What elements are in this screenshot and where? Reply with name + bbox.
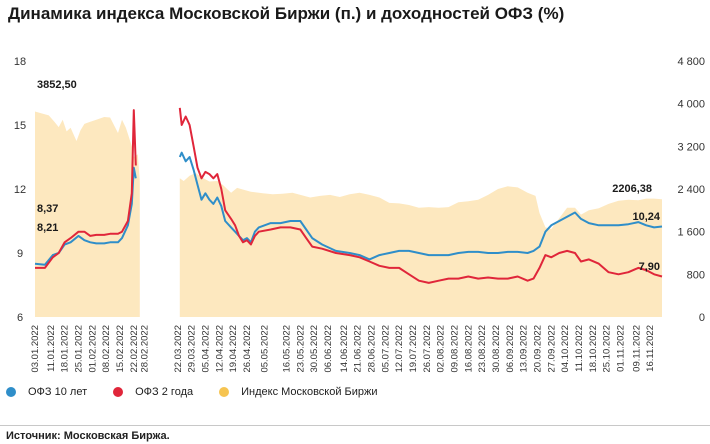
data-label-1: 8,37 [37,203,58,215]
legend-swatch-index [219,387,230,397]
x-axis-tick-25: 19.07.2022 [408,325,419,373]
x-axis-tick-15: 05.05.2022 [260,325,271,373]
chart-title: Динамика индекса Московской Биржи (п.) и… [8,4,565,23]
legend-label-index: Индекс Московской Биржи [241,386,378,398]
right-axis-tick-6: 4 800 [677,56,705,68]
left-axis-tick-4: 18 [14,56,26,68]
x-axis-tick-13: 19.04.2022 [228,325,239,373]
x-axis-tick-7: 22.02.2022 [129,325,140,373]
chart-legend: ОФЗ 10 лет ОФЗ 2 года Индекс Московской … [6,386,378,398]
x-axis-tick-35: 27.09.2022 [546,325,557,373]
x-axis-tick-26: 26.07.2022 [422,325,433,373]
x-axis-tick-37: 11.10.2022 [574,325,585,372]
x-axis-tick-3: 25.01.2022 [74,325,85,373]
x-axis-tick-29: 16.08.2022 [463,325,474,373]
legend-swatch-ofz10 [6,387,16,397]
data-label-3: 2206,38 [612,183,652,195]
x-axis-tick-11: 05.04.2022 [200,325,211,373]
legend-label-ofz2: ОФЗ 2 года [135,386,194,398]
legend-item-ofz2: ОФЗ 2 года [113,386,193,398]
x-axis-tick-12: 12.04.2022 [214,325,225,373]
x-axis-tick-27: 02.08.2022 [436,325,447,373]
x-axis-tick-24: 12.07.2022 [394,325,405,373]
ofz10-line-1 [178,151,663,261]
right-axis-tick-2: 1 600 [677,227,705,239]
data-label-5: 7,90 [639,261,660,273]
x-axis-tick-33: 13.09.2022 [519,325,530,373]
x-axis-tick-8: 28.02.2022 [139,325,150,373]
right-axis-tick-0: 0 [699,312,705,324]
x-axis-tick-36: 04.10.2022 [560,325,571,373]
right-axis-tick-3: 2 400 [677,184,705,196]
x-axis-tick-32: 06.09.2022 [505,325,516,373]
right-axis-tick-5: 4 000 [677,99,705,111]
index-area-1 [179,173,663,317]
line-chart: 6 9 12 15 18 0 800 1 600 2 400 3 200 4 000 4 800 03.… [14,56,705,373]
x-axis-tick-41: 09.11.2022 [631,325,642,372]
left-axis-tick-1: 9 [17,248,23,260]
x-axis-tick-1: 11.01.2022 [46,325,57,372]
x-axis-tick-18: 30.05.2022 [309,325,320,373]
left-axis-tick-2: 12 [14,184,26,196]
x-axis-tick-39: 25.10.2022 [602,325,613,373]
data-label-0: 3852,50 [37,79,77,91]
x-axis-tick-6: 15.02.2022 [115,325,126,373]
x-axis-tick-10: 29.03.2022 [187,325,198,373]
x-axis-tick-34: 20.09.2022 [533,325,544,373]
x-axis-tick-14: 26.04.2022 [242,325,253,373]
right-axis-tick-4: 3 200 [677,141,705,153]
source-note: Источник: Московская Биржа. [6,430,170,442]
x-axis-tick-23: 05.07.2022 [380,325,391,373]
right-axis-tick-1: 800 [687,269,705,281]
x-axis-tick-28: 09.08.2022 [450,325,461,373]
x-axis-tick-30: 23.08.2022 [477,325,488,373]
ofz2-line-0 [35,109,137,269]
left-axis-tick-0: 6 [17,312,23,324]
data-label-2: 8,21 [37,222,58,234]
x-axis-tick-21: 21.06.2022 [353,325,364,373]
x-axis-tick-42: 16.11.2022 [645,325,656,372]
x-axis-tick-9: 22.03.2022 [173,325,184,373]
x-axis-tick-17: 23.05.2022 [295,325,306,373]
x-axis-tick-22: 28.06.2022 [367,325,378,373]
x-axis-tick-5: 08.02.2022 [101,325,112,373]
x-axis-tick-40: 01.11.2022 [616,325,627,372]
x-axis-tick-4: 01.02.2022 [87,325,98,373]
index-area-0 [35,111,140,317]
x-axis-tick-38: 18.10.2022 [588,325,599,373]
legend-item-index: Индекс Московской Биржи [219,386,378,398]
left-axis-tick-3: 15 [14,120,26,132]
legend-swatch-ofz2 [113,387,124,397]
x-axis-tick-19: 06.06.2022 [323,325,334,373]
legend-item-ofz10: ОФЗ 10 лет [6,386,87,398]
data-label-4: 10,24 [632,211,660,223]
x-axis-tick-16: 16.05.2022 [282,325,293,373]
ofz2-line-1 [178,107,663,284]
source-divider [0,425,710,426]
x-axis-tick-2: 18.01.2022 [60,325,71,373]
legend-label-ofz10: ОФЗ 10 лет [28,386,88,398]
x-axis-tick-20: 14.06.2022 [339,325,350,373]
x-axis-tick-0: 03.01.2022 [30,325,41,373]
x-axis-tick-31: 30.08.2022 [491,325,502,373]
